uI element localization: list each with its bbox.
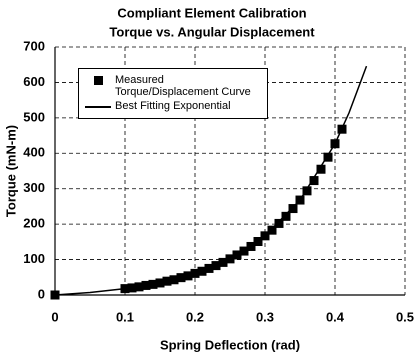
y-tick-label: 600: [23, 74, 45, 89]
y-tick-label: 100: [23, 251, 45, 266]
x-tick-label: 0.5: [396, 309, 414, 324]
chart-title: Compliant Element Calibration: [117, 5, 306, 20]
x-tick-label: 0.3: [256, 309, 274, 324]
marker: [288, 204, 298, 214]
marker: [302, 186, 312, 196]
marker: [316, 164, 326, 174]
marker: [239, 246, 249, 256]
marker: [323, 152, 333, 162]
x-axis-label: Spring Deflection (rad): [160, 337, 300, 352]
x-tick-label: 0.2: [186, 309, 204, 324]
marker: [274, 218, 284, 228]
y-tick-label: 300: [23, 180, 45, 195]
y-axis-label: Torque (mN-m): [3, 125, 18, 217]
legend-swatch: [85, 74, 115, 87]
legend: Measured Torque/Displacement Curve Best F…: [78, 68, 268, 119]
marker: [253, 237, 263, 247]
x-tick-label: 0.4: [326, 309, 345, 324]
y-tick-label: 200: [23, 216, 45, 231]
legend-label: Measured Torque/Displacement Curve: [115, 74, 251, 98]
marker: [211, 261, 221, 271]
legend-label: Best Fitting Exponential: [115, 100, 231, 112]
y-tick-label: 0: [38, 286, 45, 301]
x-tick-label: 0: [51, 309, 58, 324]
marker: [204, 263, 214, 273]
legend-entry: Measured Torque/Displacement Curve: [79, 73, 267, 99]
marker: [309, 176, 319, 186]
marker: [246, 241, 256, 251]
x-tick-label: 0.1: [116, 309, 134, 324]
legend-swatch: [85, 100, 115, 113]
y-tick-label: 500: [23, 109, 45, 124]
marker: [267, 225, 277, 235]
fit-line: [54, 65, 368, 296]
marker: [281, 211, 291, 221]
chart-subtitle: Torque vs. Angular Displacement: [109, 24, 315, 39]
y-tick-label: 400: [23, 145, 45, 160]
y-tick-label: 700: [23, 38, 45, 53]
legend-entry: Best Fitting Exponential: [79, 99, 267, 114]
